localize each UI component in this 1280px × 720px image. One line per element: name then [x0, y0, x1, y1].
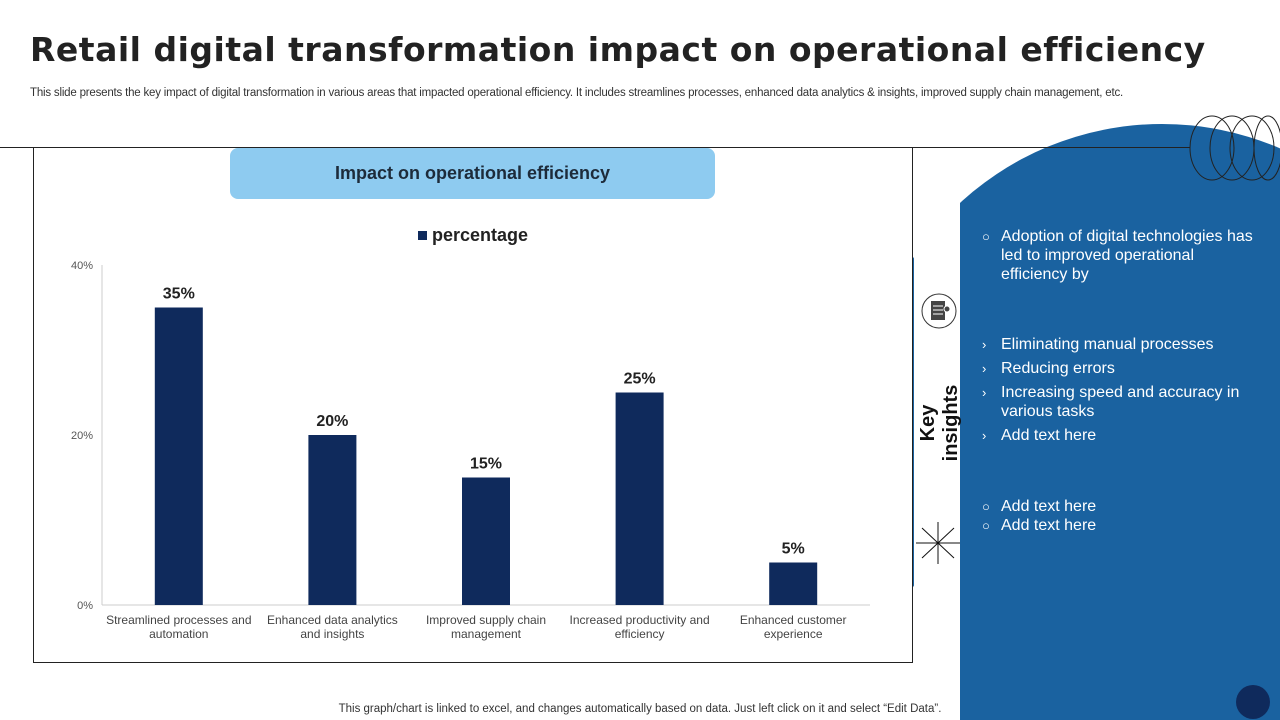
corner-dot — [1236, 685, 1270, 719]
legend-label: percentage — [432, 225, 529, 245]
bar — [615, 392, 664, 605]
bar — [308, 435, 357, 605]
chevron-bullet-icon: › — [982, 361, 987, 376]
bar — [154, 307, 203, 605]
circle-bullet-icon: ○ — [982, 499, 990, 514]
chart-header: Impact on operational efficiency — [230, 148, 715, 199]
y-tick-label: 0% — [77, 600, 93, 612]
bar — [462, 477, 510, 605]
page-title: Retail digital transformation impact on … — [30, 30, 1206, 69]
data-label: 15% — [470, 456, 502, 473]
key-insights-strip — [914, 148, 960, 720]
chart-legend: percentage — [418, 225, 528, 246]
x-tick-label: Enhanced data analytics and insights — [267, 613, 398, 641]
x-tick-label: Enhanced customer experience — [739, 613, 847, 641]
y-tick-label: 40% — [71, 260, 93, 272]
rings-decoration — [1189, 115, 1280, 181]
report-icon — [921, 293, 957, 329]
data-label: 25% — [624, 371, 656, 388]
data-label: 5% — [782, 541, 805, 558]
insight-point: › Increasing speed and accuracy in variou… — [982, 384, 1240, 420]
insight-extra: ○ Add text here — [982, 498, 1097, 515]
insight-point: › Reducing errors — [982, 360, 1115, 377]
insight-point: › Add text here — [982, 427, 1097, 444]
data-label: 20% — [316, 413, 348, 430]
chevron-bullet-icon: › — [982, 428, 987, 443]
x-tick-label: Improved supply chain management — [425, 613, 547, 641]
insight-extra: ○ Add text here — [982, 517, 1097, 534]
insight-intro: ○ Adoption of digital technologies has le… — [982, 228, 1253, 283]
x-tick-label: Increased productivity and efficiency — [569, 613, 710, 641]
circle-bullet-icon: ○ — [982, 229, 990, 244]
page-subtitle: This slide presents the key impact of di… — [30, 87, 1124, 99]
insight-point: › Eliminating manual processes — [982, 336, 1214, 353]
bar — [769, 562, 818, 605]
legend-swatch — [418, 231, 427, 240]
sparkle-icon — [916, 522, 960, 564]
data-label: 35% — [163, 286, 195, 303]
x-tick-label: Streamlined processes and automation — [106, 613, 252, 641]
y-tick-label: 20% — [71, 430, 93, 442]
key-insights-label: Key insights — [917, 384, 962, 462]
insights-panel — [960, 422, 1280, 720]
circle-bullet-icon: ○ — [982, 518, 990, 533]
chevron-bullet-icon: › — [982, 385, 987, 400]
chevron-bullet-icon: › — [982, 337, 987, 352]
footer-note: This graph/chart is linked to excel, and… — [338, 703, 942, 715]
key-insights-list: ○ Adoption of digital technologies has le… — [982, 227, 1262, 535]
